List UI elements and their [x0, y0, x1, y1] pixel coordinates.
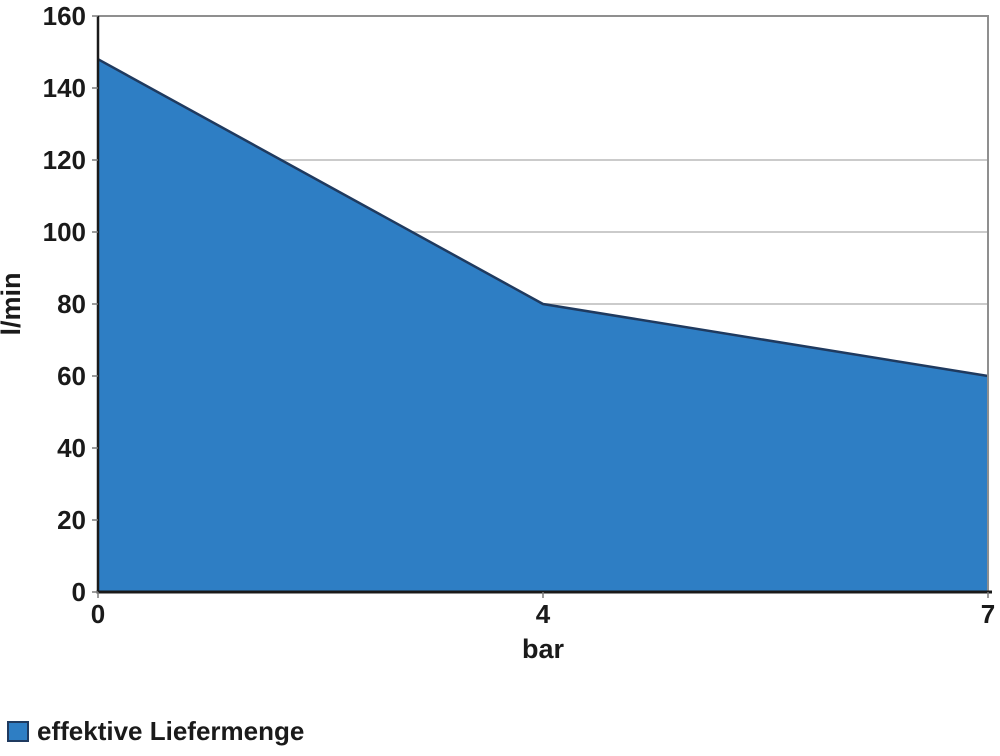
y-tick-label-120: 120 [43, 145, 86, 175]
y-tick-label-40: 40 [57, 433, 86, 463]
x-tick-label-7: 7 [981, 599, 995, 629]
y-tick-label-160: 160 [43, 1, 86, 31]
y-tick-label-100: 100 [43, 217, 86, 247]
y-tick-label-0: 0 [72, 577, 86, 607]
area-top-line [97, 58, 989, 378]
legend: effektive Liefermenge [7, 716, 304, 746]
x-axis-tick-labels: 0 4 7 [91, 599, 995, 629]
legend-swatch [7, 721, 29, 742]
y-tick-label-20: 20 [57, 505, 86, 535]
y-axis-title: l/min [0, 272, 26, 335]
y-tick-label-60: 60 [57, 361, 86, 391]
x-tick-label-0: 0 [91, 599, 105, 629]
area-series-effektive-liefermenge [97, 58, 989, 592]
y-axis-tick-labels: 0 20 40 60 80 100 120 140 160 [43, 1, 86, 607]
tick-marks [92, 15, 989, 598]
y-tick-label-80: 80 [57, 289, 86, 319]
plot-border-line [98, 15, 989, 592]
legend-label: effektive Liefermenge [37, 716, 304, 746]
x-axis-title: bar [522, 634, 565, 664]
area-fill [98, 59, 988, 592]
x-tick-label-4: 4 [536, 599, 551, 629]
y-tick-label-140: 140 [43, 73, 86, 103]
plot-border [98, 15, 989, 592]
